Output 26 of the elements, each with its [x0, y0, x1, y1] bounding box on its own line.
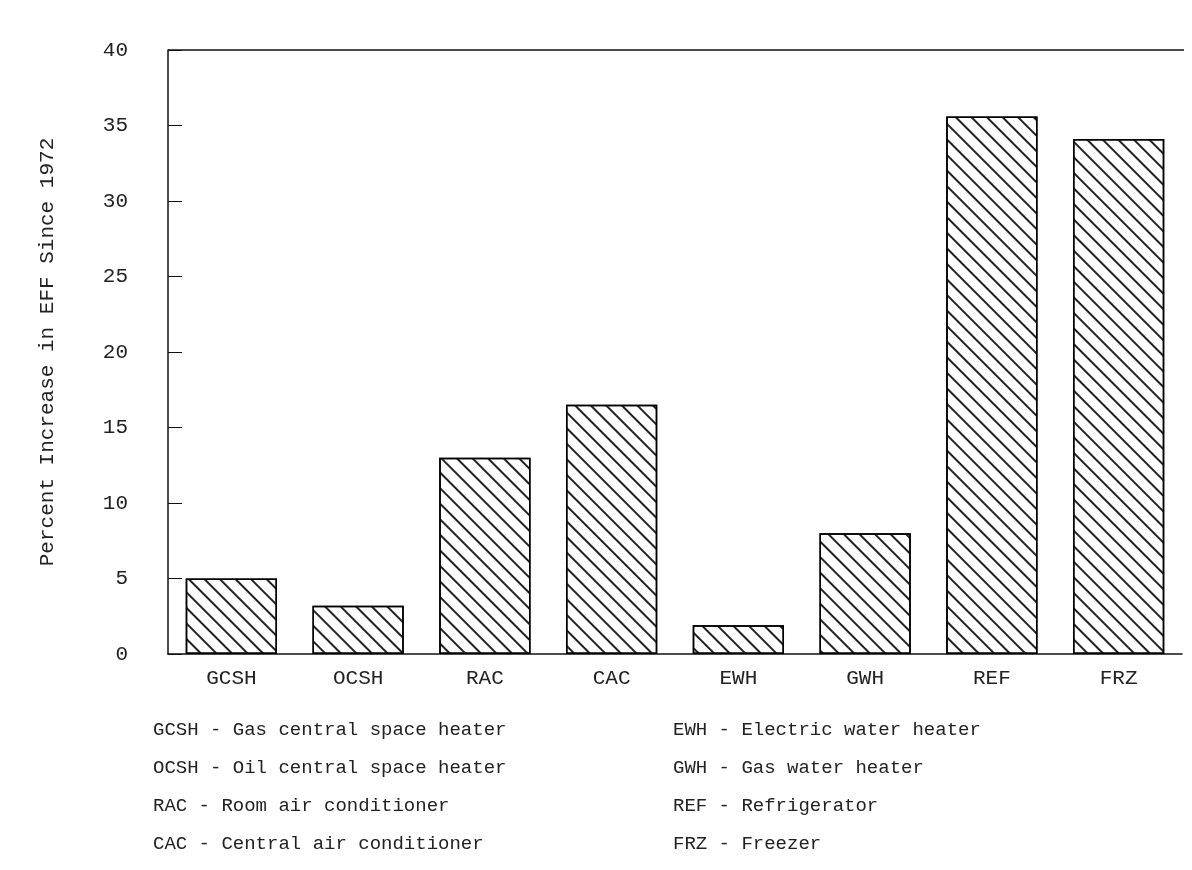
text: OCSH - Oil central space heater [153, 756, 507, 779]
y-tick-label: 5 [115, 567, 128, 590]
x-tick-label: RAC [465, 667, 504, 690]
x-tick-label: GCSH [206, 667, 257, 690]
text: RAC - Room air conditioner [153, 794, 450, 817]
x-tick-label: EWH [719, 667, 758, 690]
text: GWH - Gas water heater [673, 756, 924, 779]
y-tick-label: 10 [102, 491, 128, 515]
text: REF - Refrigerator [673, 794, 879, 817]
y-tick-label: 30 [102, 189, 128, 213]
y-tick-label: 0 [115, 642, 128, 666]
y-tick-label: 25 [102, 265, 128, 288]
text: CAC - Central air conditioner [153, 832, 484, 855]
x-tick-label: REF [972, 667, 1011, 690]
y-axis-title: Percent Increase in EFF Since 1972 [36, 137, 59, 567]
x-tick-label: GWH [846, 667, 885, 690]
x-tick-label: CAC [592, 667, 631, 690]
x-tick-label: OCSH [332, 667, 384, 690]
text: FRZ - Freezer [673, 832, 822, 855]
y-tick-label: 20 [102, 340, 128, 364]
text: EWH - Electric water heater [673, 718, 981, 741]
text: GCSH - Gas central space heater [153, 718, 507, 741]
x-tick-label: FRZ [1099, 667, 1138, 690]
y-tick-label: 15 [102, 416, 128, 439]
y-tick-label: 40 [102, 38, 128, 62]
y-tick-label: 35 [102, 114, 128, 137]
